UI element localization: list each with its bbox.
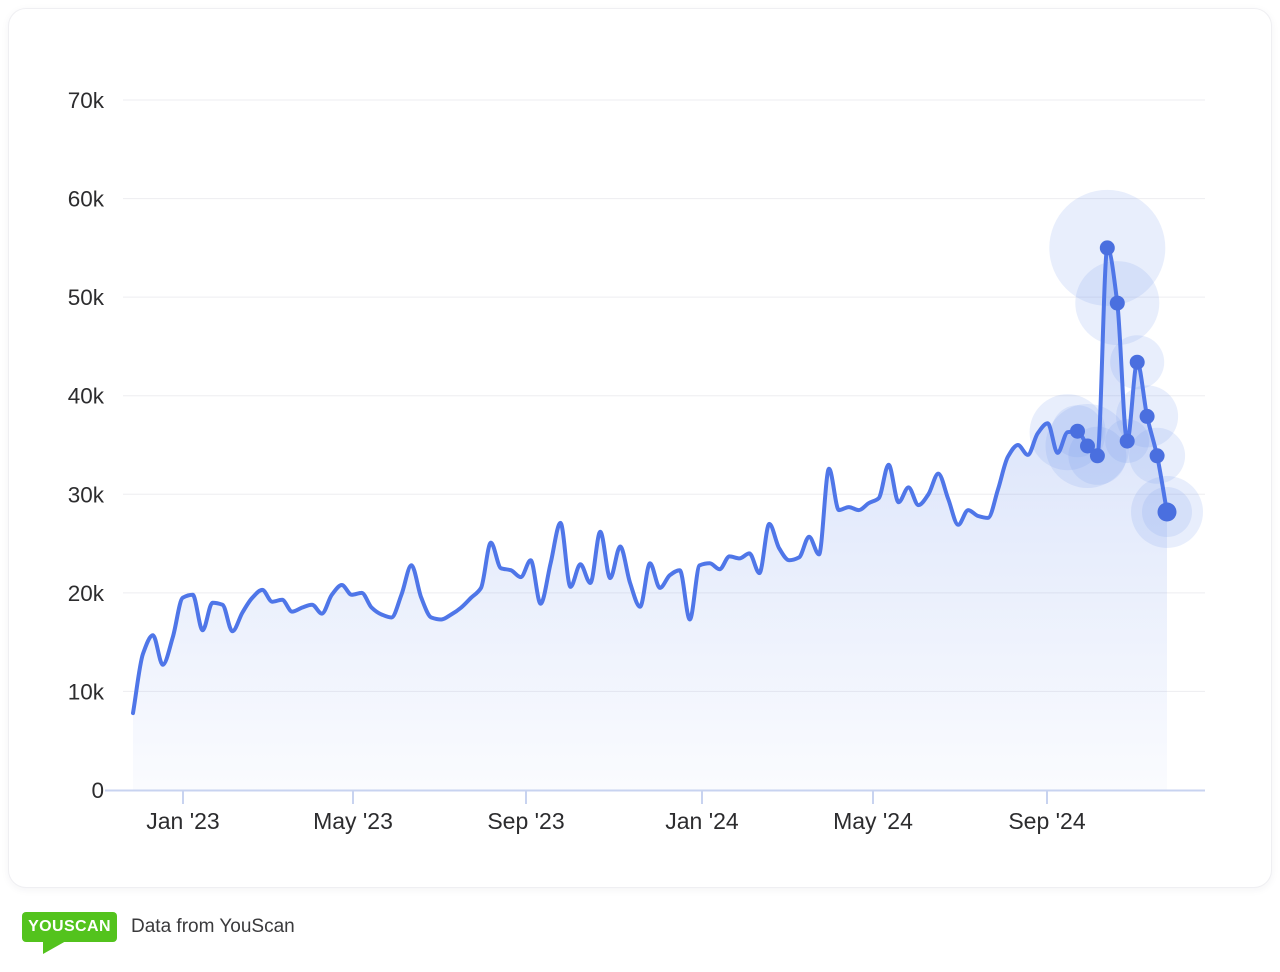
data-point-marker[interactable] <box>1080 438 1095 454</box>
x-axis-label: Jan '24 <box>665 808 739 834</box>
data-point-marker[interactable] <box>1129 354 1145 370</box>
data-point-marker[interactable] <box>1139 408 1155 424</box>
y-axis-label: 70k <box>68 88 105 113</box>
y-axis-label: 30k <box>68 482 105 507</box>
data-point-marker[interactable] <box>1119 433 1135 449</box>
y-axis-label: 50k <box>68 285 105 310</box>
attribution-footer: YOUSCAN Data from YouScan <box>0 900 1280 960</box>
attribution-text: Data from YouScan <box>131 916 295 937</box>
data-point-marker[interactable] <box>1149 448 1165 464</box>
x-axis-label: Jan '23 <box>146 808 219 834</box>
data-point-marker[interactable] <box>1157 502 1177 522</box>
x-axis-label: May '24 <box>833 808 913 834</box>
data-point-marker[interactable] <box>1099 240 1115 256</box>
x-axis-label: May '23 <box>313 808 393 834</box>
area-fill <box>133 247 1167 790</box>
y-axis-label: 40k <box>68 384 105 409</box>
youscan-logo-text: YOUSCAN <box>28 918 111 935</box>
y-axis-label: 10k <box>68 679 105 704</box>
data-point-marker[interactable] <box>1109 295 1125 311</box>
data-point-marker[interactable] <box>1070 423 1085 439</box>
data-point-marker[interactable] <box>1089 448 1105 464</box>
youscan-logo-tail-icon <box>43 941 66 954</box>
y-axis-label: 0 <box>91 778 104 803</box>
x-axis-label: Sep '23 <box>487 808 564 834</box>
y-axis-label: 20k <box>68 581 105 606</box>
x-axis-label: Sep '24 <box>1008 808 1085 834</box>
youscan-logo: YOUSCAN <box>22 912 117 954</box>
trend-line <box>131 245 1169 716</box>
y-axis-label: 60k <box>68 187 105 212</box>
